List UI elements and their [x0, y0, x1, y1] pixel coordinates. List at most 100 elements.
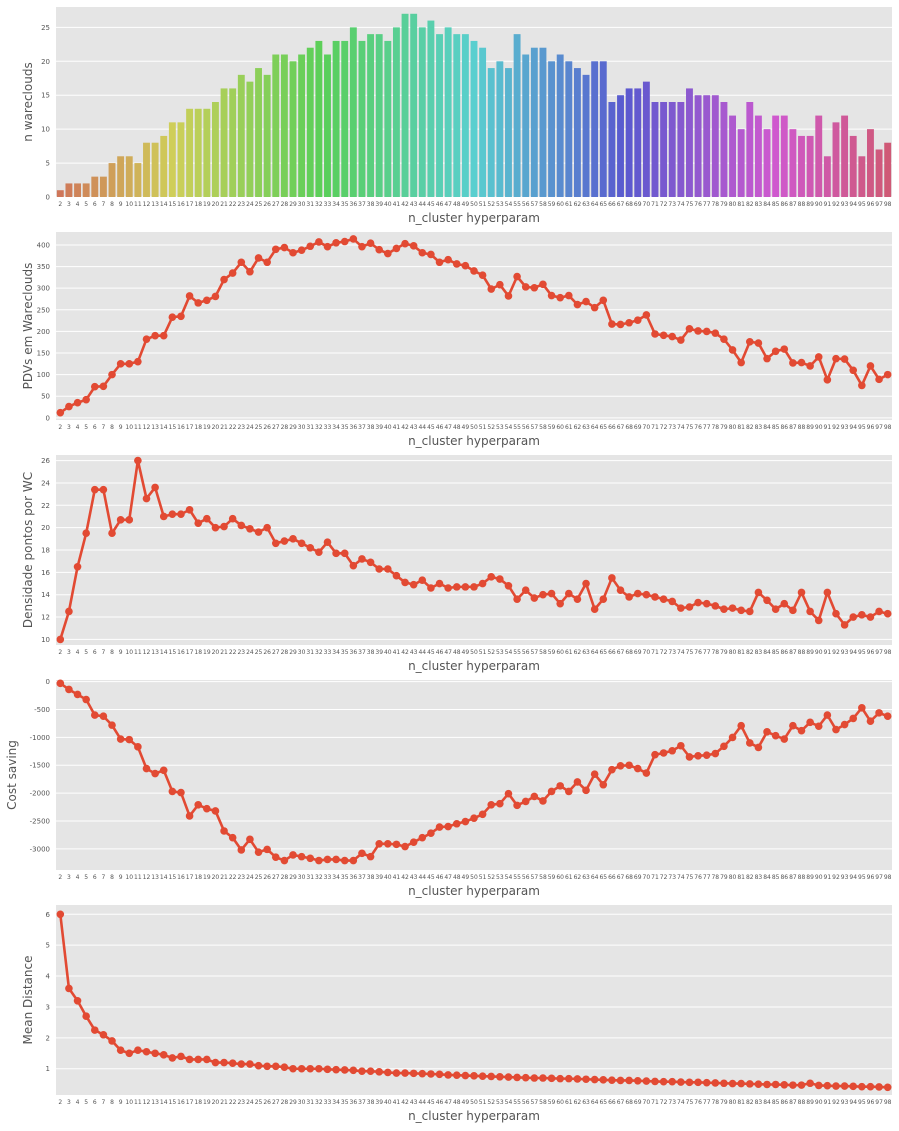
y-tick-label: 18: [41, 547, 50, 555]
bar: [427, 20, 435, 198]
x-tick-label: 94: [849, 649, 857, 656]
bar: [108, 163, 116, 197]
x-tick-label: 95: [858, 424, 866, 431]
x-tick-label: 20: [212, 649, 220, 656]
x-tick-label: 20: [212, 424, 220, 431]
y-tick-label: 1: [46, 1065, 50, 1073]
data-point: [642, 311, 651, 319]
x-tick-label: 73: [668, 201, 676, 208]
x-tick-label: 28: [281, 874, 289, 881]
data-point: [108, 370, 116, 379]
x-tick-label: 3: [67, 424, 71, 431]
x-tick-label: 54: [505, 1099, 513, 1106]
data-point: [616, 1076, 625, 1085]
data-point: [599, 296, 608, 305]
bar: [599, 61, 607, 198]
y-tick-label: 10: [41, 126, 50, 134]
data-point: [366, 558, 375, 567]
bar: [720, 102, 728, 197]
x-tick-label: 13: [151, 649, 159, 656]
bar: [160, 135, 168, 197]
x-tick-label: 4: [76, 424, 80, 431]
x-tick-label: 45: [427, 201, 435, 208]
data-point: [237, 846, 246, 854]
data-point: [297, 1064, 306, 1073]
bar: [315, 40, 323, 197]
data-point: [573, 300, 582, 309]
bar: [556, 54, 564, 197]
data-point: [90, 711, 99, 719]
data-point: [504, 789, 513, 798]
x-tick-label: 95: [858, 874, 866, 881]
y-tick-label: -2000: [30, 790, 50, 798]
x-tick-label: 53: [496, 649, 504, 656]
x-tick-label: 58: [539, 874, 547, 881]
x-tick-label: 18: [194, 424, 202, 431]
data-point: [108, 721, 116, 729]
x-tick-label: 68: [625, 649, 633, 656]
x-tick-label: 29: [289, 424, 297, 431]
x-tick-label: 81: [737, 874, 745, 881]
bar: [841, 115, 849, 197]
x-tick-label: 49: [462, 424, 470, 431]
data-point: [521, 586, 530, 595]
data-point: [332, 549, 340, 558]
x-tick-label: 50: [470, 424, 478, 431]
x-tick-label: 41: [393, 874, 401, 881]
data-point: [530, 594, 539, 602]
x-tick-label: 71: [651, 424, 659, 431]
x-tick-label: 6: [93, 874, 97, 881]
bar: [496, 61, 504, 198]
data-point: [668, 597, 677, 606]
data-point: [685, 603, 694, 611]
bar: [703, 95, 711, 197]
x-tick-label: 17: [186, 201, 194, 208]
data-point: [608, 765, 616, 774]
x-tick-label: 92: [832, 649, 840, 656]
data-point: [116, 516, 125, 524]
x-tick-label: 35: [341, 424, 349, 431]
data-point: [763, 728, 771, 736]
bar: [324, 54, 331, 197]
x-tick-label: 84: [763, 874, 771, 881]
x-tick-label: 75: [686, 201, 694, 208]
data-point: [521, 797, 530, 806]
x-tick-label: 60: [556, 424, 564, 431]
x-tick-label: 56: [522, 874, 530, 881]
data-point: [866, 717, 875, 726]
y-tick-label: 50: [41, 393, 50, 401]
y-axis-label: Mean Distance: [21, 956, 35, 1045]
x-tick-label: 5: [84, 649, 88, 656]
x-tick-label: 31: [306, 424, 314, 431]
bar: [177, 122, 185, 197]
x-tick-label: 20: [212, 1099, 220, 1106]
data-point: [625, 593, 633, 601]
bar: [143, 142, 150, 197]
x-tick-label: 37: [358, 424, 366, 431]
x-tick-label: 61: [565, 1099, 573, 1106]
data-point: [116, 735, 125, 743]
x-tick-label: 30: [298, 201, 306, 208]
data-point: [56, 910, 65, 919]
data-point: [185, 292, 194, 300]
data-point: [642, 769, 651, 777]
data-point: [694, 751, 702, 760]
x-tick-label: 61: [565, 424, 573, 431]
data-point: [745, 337, 754, 346]
data-point: [547, 291, 556, 300]
x-tick-label: 91: [824, 424, 832, 431]
x-tick-label: 30: [298, 649, 306, 656]
y-tick-label: 0: [46, 414, 50, 422]
bar: [668, 102, 676, 197]
x-tick-label: 75: [686, 874, 694, 881]
x-tick-label: 83: [755, 1099, 763, 1106]
x-tick-label: 26: [263, 1099, 271, 1106]
data-point: [590, 605, 599, 614]
x-tick-label: 65: [599, 649, 607, 656]
data-point: [556, 599, 564, 608]
data-point: [289, 248, 297, 257]
data-point: [82, 695, 90, 704]
x-tick-label: 19: [203, 874, 211, 881]
bar: [729, 115, 737, 197]
x-tick-label: 54: [505, 201, 513, 208]
